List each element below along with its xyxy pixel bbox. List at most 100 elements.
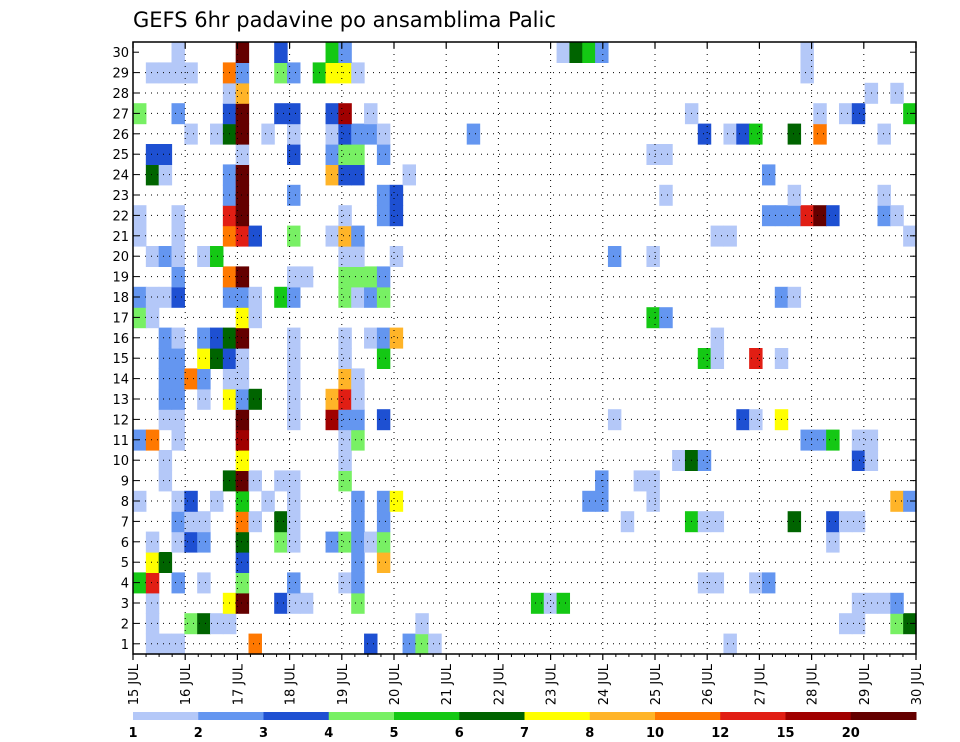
heatmap-cell [325, 42, 339, 63]
heatmap-cell [351, 511, 365, 533]
heatmap-cell [235, 429, 250, 451]
heatmap-cell [338, 388, 352, 410]
heatmap-cell [877, 123, 891, 145]
heatmap-cell [325, 531, 339, 553]
heatmap-cell [646, 246, 660, 267]
heatmap-cell [376, 348, 391, 369]
heatmap-cell [171, 388, 185, 410]
y-tick-label: 21 [112, 230, 129, 245]
heatmap-cell [235, 490, 250, 512]
heatmap-cell [325, 388, 339, 410]
heatmap-cell [261, 123, 275, 145]
heatmap-cell [158, 327, 173, 349]
heatmap-cell [659, 184, 673, 206]
heatmap-cell [620, 511, 635, 533]
heatmap-cell [171, 103, 185, 125]
heatmap-cell [171, 511, 185, 533]
heatmap-cell [351, 592, 365, 614]
y-tick-label: 15 [112, 352, 129, 367]
heatmap-cell [197, 348, 211, 369]
colorbar-label: 5 [389, 726, 398, 741]
heatmap-cell [376, 266, 391, 288]
y-tick-label: 1 [121, 638, 129, 653]
heatmap-cell [351, 62, 365, 84]
heatmap-cell [389, 246, 404, 267]
heatmap-cell [351, 429, 365, 451]
heatmap-cell [530, 592, 545, 614]
heatmap-cell [171, 348, 185, 369]
heatmap-cell [351, 388, 365, 410]
x-tick-label: 26 JUL [701, 663, 716, 705]
heatmap-cell [543, 592, 558, 614]
heatmap-cell [646, 490, 660, 512]
x-tick-label: 24 JUL [597, 663, 612, 705]
colorbar: 1 2 3 4 5 6 7 8 10 12 15 20 [128, 712, 917, 741]
heatmap-cell [736, 409, 750, 431]
heatmap-cell [287, 388, 301, 410]
heatmap-cell [171, 490, 185, 512]
heatmap-cell [813, 429, 827, 451]
heatmap-cell [235, 450, 250, 471]
heatmap-cell [248, 470, 262, 492]
heatmap-cell [697, 572, 712, 594]
heatmap-cell [325, 225, 339, 247]
heatmap-cell [171, 225, 185, 247]
heatmap-cell [800, 205, 814, 227]
heatmap-cell [287, 103, 301, 125]
heatmap-cell [287, 572, 301, 594]
heatmap-cell [145, 429, 160, 451]
heatmap-cell [826, 511, 840, 533]
heatmap-cell [338, 144, 352, 165]
x-tick-label: 27 JUL [753, 663, 768, 705]
heatmap-cell [287, 490, 301, 512]
y-tick-label: 26 [112, 128, 129, 143]
heatmap-cell [903, 103, 917, 125]
heatmap-cell [158, 552, 173, 573]
x-tick-label: 23 JUL [545, 663, 560, 705]
heatmap-cell [838, 103, 853, 125]
heatmap-cell [851, 450, 866, 471]
heatmap-cell [364, 286, 378, 308]
heatmap-cell [235, 205, 250, 227]
heatmap-cell [325, 144, 339, 165]
heatmap-cell [158, 246, 173, 267]
x-tick-label: 25 JUL [649, 663, 664, 705]
heatmap-cell [158, 368, 173, 390]
heatmap-cell [235, 592, 250, 614]
heatmap-cell [646, 307, 660, 329]
heatmap-cell [184, 511, 198, 533]
colorbar-segment [394, 712, 460, 720]
heatmap-cell [210, 490, 224, 512]
heatmap-cell [697, 450, 712, 471]
y-tick-label: 19 [112, 271, 129, 286]
heatmap-cell [890, 613, 904, 635]
heatmap-cell [248, 225, 262, 247]
heatmap-cell [646, 470, 660, 492]
y-tick-label: 5 [121, 556, 129, 571]
heatmap-cell [877, 592, 891, 614]
heatmap-cell [338, 531, 352, 553]
heatmap-cell [838, 613, 853, 635]
heatmap-cell [235, 307, 250, 329]
heatmap-cell [171, 572, 185, 594]
heatmap-cell [890, 205, 904, 227]
heatmap-cell [210, 246, 224, 267]
y-tick-label: 18 [112, 291, 129, 306]
heatmap-cell [274, 470, 288, 492]
heatmap-cell [197, 511, 211, 533]
x-tick-label: 17 JUL [231, 663, 246, 705]
heatmap-cell [376, 205, 391, 227]
y-tick-label: 14 [112, 373, 129, 388]
heatmap-cell [851, 613, 866, 635]
heatmap-cell [274, 531, 288, 553]
heatmap-cell [197, 388, 211, 410]
x-tick-label: 22 JUL [492, 663, 507, 705]
heatmap-cell [389, 490, 404, 512]
heatmap-cell [158, 633, 173, 655]
heatmap-cell [672, 450, 686, 471]
heatmap-cell [389, 205, 404, 227]
heatmap-cell [800, 62, 814, 84]
heatmap-cell [184, 531, 198, 553]
y-tick-label: 6 [121, 536, 129, 551]
